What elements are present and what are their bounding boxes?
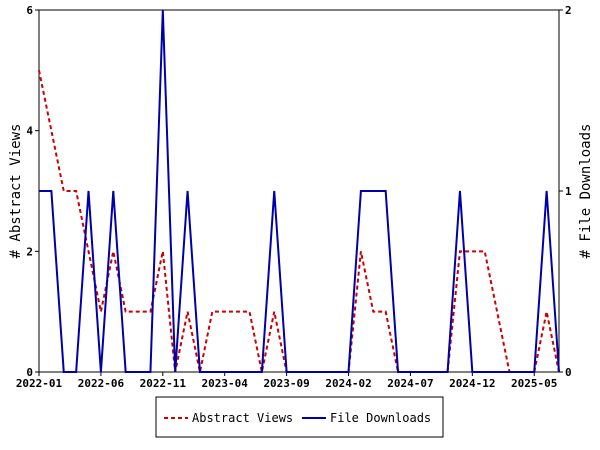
y-tick-label-left: 2 (26, 245, 33, 258)
y-tick-label-right: 1 (565, 185, 572, 198)
y-tick-label-left: 6 (26, 4, 33, 17)
x-tick-label: 2022-06 (78, 377, 125, 390)
y-tick-label-right: 0 (565, 366, 572, 379)
legend: Abstract Views File Downloads (155, 396, 444, 438)
y-axis-title-right: # File Downloads (578, 124, 594, 259)
y-tick-label-left: 4 (26, 125, 33, 138)
plot-area (38, 9, 560, 373)
x-tick-label: 2024-07 (387, 377, 433, 390)
legend-label-abstract-views: Abstract Views (192, 411, 293, 425)
series-line-file-downloads (39, 9, 560, 373)
y-axis-title-left: # Abstract Views (8, 124, 24, 259)
legend-label-file-downloads: File Downloads (330, 411, 431, 425)
x-tick-label: 2022-01 (16, 377, 63, 390)
legend-box (155, 396, 444, 438)
x-tick-label: 2022-11 (140, 377, 187, 390)
x-tick-label: 2024-02 (325, 377, 371, 390)
x-tick-label: 2023-04 (202, 377, 249, 390)
y-tick-label-right: 2 (565, 4, 572, 17)
x-tick-label: 2023-09 (263, 377, 309, 390)
x-tick-label: 2025-05 (511, 377, 557, 390)
y-tick-label-left: 0 (26, 366, 33, 379)
x-tick-label: 2024-12 (449, 377, 495, 390)
